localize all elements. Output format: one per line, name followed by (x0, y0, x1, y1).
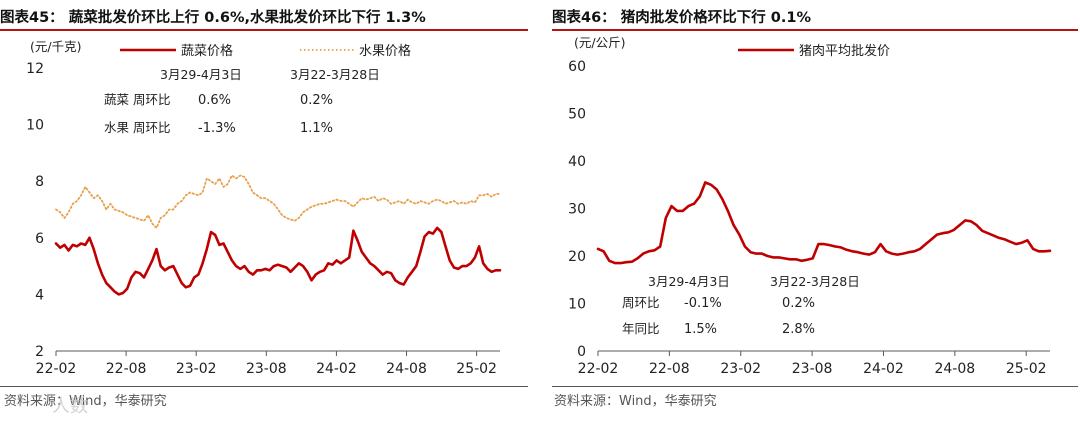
annotation-value: -0.1% (684, 296, 722, 311)
line-chart: (元/千克) 2 4 6 8 10 12 22-02 22-08 23-02 23-08 24-02 2… (26, 39, 502, 377)
legend-label: 水果价格 (359, 43, 411, 59)
y-tick-label: 0 (577, 344, 586, 360)
line-chart: (元/公斤) 0 10 20 30 40 50 60 22-02 22-08 23-02 23-08 2… (568, 35, 1052, 377)
annotation-value: -1.3% (198, 121, 236, 136)
chart-panel-vegetables-fruits: 图表45： 蔬菜批发价环比上行 0.6%,水果批发价环比下行 1.3% (元/千… (0, 0, 528, 425)
annotation-header: 3月22-3月28日 (770, 274, 860, 289)
y-tick-label: 6 (35, 231, 44, 247)
y-axis-label: (元/千克) (30, 39, 81, 54)
annotation-header: 3月29-4月3日 (648, 274, 730, 289)
x-tick-label: 22-08 (106, 361, 147, 377)
legend-label: 猪肉平均批发价 (799, 43, 890, 59)
x-tick-label: 23-02 (720, 361, 761, 377)
x-tick-label: 25-02 (1006, 361, 1047, 377)
x-tick-label: 22-08 (649, 361, 690, 377)
y-tick-label: 10 (568, 297, 586, 313)
annotation-row-label: 水果 周环比 (104, 120, 170, 135)
annotation-row-label: 蔬菜 周环比 (104, 92, 170, 107)
y-tick-label: 4 (35, 287, 44, 303)
series-line-2 (55, 174, 501, 229)
source-note: 资料来源：Wind，华泰研究 (554, 394, 717, 409)
annotation-value: 0.2% (300, 93, 333, 108)
y-tick-label: 2 (35, 344, 44, 360)
annotation-value: 2.8% (782, 322, 815, 337)
y-tick-label: 40 (568, 154, 586, 170)
x-tick-label: 23-08 (246, 361, 287, 377)
annotation-value: 1.1% (300, 121, 333, 136)
x-tick-label: 23-08 (792, 361, 833, 377)
x-tick-label: 23-02 (176, 361, 217, 377)
source-divider (552, 386, 1078, 387)
watermark: 人数 (52, 396, 88, 417)
series-line-1 (54, 226, 502, 296)
source-divider (0, 386, 528, 387)
x-tick-label: 24-02 (316, 361, 357, 377)
y-tick-label: 60 (568, 59, 586, 75)
x-tick-label: 22-02 (36, 361, 77, 377)
x-tick-label: 22-02 (578, 361, 619, 377)
legend-label: 蔬菜价格 (181, 43, 233, 59)
annotation-value: 0.2% (782, 296, 815, 311)
chart-title: 图表45： 蔬菜批发价环比上行 0.6%,水果批发价环比下行 1.3% (0, 10, 426, 26)
annotation-row-label: 年同比 (622, 321, 660, 336)
chart-title: 图表46： 猪肉批发价格环比下行 0.1% (552, 10, 811, 26)
annotation-row-label: 周环比 (622, 295, 660, 310)
title-divider (552, 29, 1078, 31)
x-tick-label: 24-02 (863, 361, 904, 377)
y-tick-label: 10 (26, 118, 44, 134)
annotation-header: 3月29-4月3日 (160, 67, 242, 82)
series-line-1 (596, 181, 1052, 265)
x-tick-label: 24-08 (386, 361, 427, 377)
y-tick-label: 8 (35, 174, 44, 190)
y-axis-label: (元/公斤) (574, 35, 625, 50)
title-divider (0, 29, 528, 31)
x-tick-label: 24-08 (934, 361, 975, 377)
y-tick-label: 50 (568, 107, 586, 123)
annotation-header: 3月22-3月28日 (290, 67, 380, 82)
source-note: 资料来源：Wind，华泰研究 (4, 394, 167, 409)
annotation-value: 0.6% (198, 93, 231, 108)
y-tick-label: 30 (568, 202, 586, 218)
x-tick-label: 25-02 (456, 361, 497, 377)
annotation-value: 1.5% (684, 322, 717, 337)
y-tick-label: 20 (568, 249, 586, 265)
y-tick-label: 12 (26, 61, 44, 77)
chart-panel-pork: 图表46： 猪肉批发价格环比下行 0.1% (元/公斤) 0 10 20 30 40 50 6… (552, 0, 1080, 425)
